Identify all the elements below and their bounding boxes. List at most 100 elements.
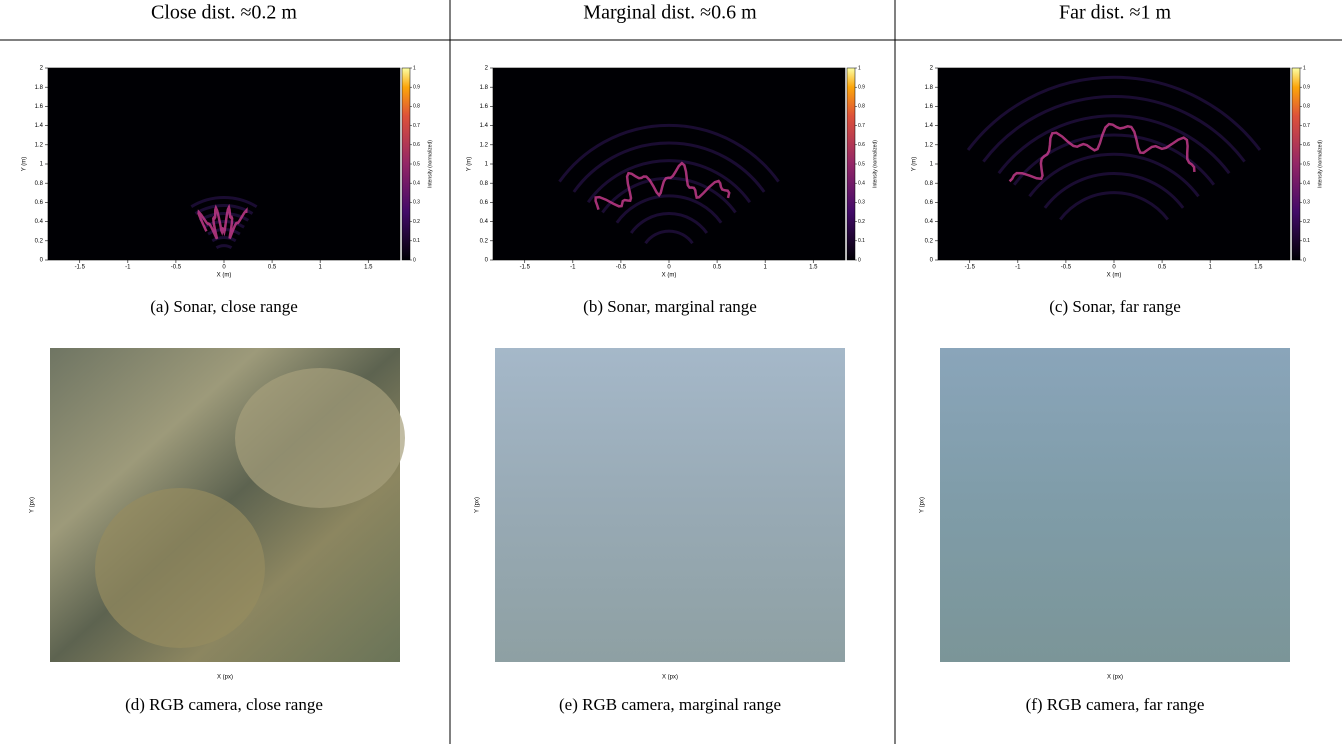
camera-x-label: X (px) [217, 675, 233, 681]
x-tick-label: 0 [667, 265, 671, 271]
y-axis-label: Y (m) [912, 157, 918, 172]
colorbar-label: Intensity (normalized) [427, 140, 433, 188]
x-tick-label: 1 [764, 265, 768, 271]
echo-arc [615, 194, 723, 224]
colorbar-tick-label: 0.4 [858, 181, 865, 187]
y-tick-label: 1 [40, 162, 44, 168]
colorbar-tick-label: 0.1 [1303, 238, 1310, 244]
y-tick-label: 1 [930, 162, 934, 168]
y-tick-label: 0.8 [35, 181, 44, 187]
colorbar-tick-label: 0.3 [858, 200, 865, 206]
echo-arc [997, 114, 1231, 175]
caption: (b) Sonar, marginal range [583, 297, 757, 316]
camera-x-label: X (px) [662, 675, 678, 681]
sonar-image [938, 68, 1290, 260]
colorbar-tick-label: 0.8 [858, 104, 865, 110]
camera-y-label: Y (px) [30, 497, 36, 513]
y-tick-label: 1.8 [925, 85, 934, 91]
echo-arc [215, 244, 233, 250]
caption: (a) Sonar, close range [150, 297, 298, 316]
colorbar-tick-label: 0.6 [413, 142, 420, 148]
echo-arc [1059, 191, 1169, 221]
echo-arc [982, 95, 1246, 163]
x-tick-label: -0.5 [1061, 265, 1072, 271]
colorbar-tick-label: 0.9 [1303, 85, 1310, 91]
x-axis-label: X (m) [662, 273, 677, 279]
x-axis-label: X (m) [217, 273, 232, 279]
y-tick-label: 0.2 [480, 238, 489, 244]
sonar-echoes [966, 75, 1262, 221]
y-tick-label: 0.4 [480, 219, 489, 225]
colorbar-tick-label: 0.4 [413, 181, 420, 187]
y-tick-label: 1.2 [35, 142, 44, 148]
x-tick-label: 1.5 [809, 265, 818, 271]
camera-x-label: X (px) [1107, 675, 1123, 681]
colorbar-tick-label: 0.9 [858, 85, 865, 91]
colorbar-label: Intensity (normalized) [1317, 140, 1323, 188]
echo-arc [211, 236, 237, 243]
colorbar-tick-label: 0.1 [858, 238, 865, 244]
echo-arc [644, 229, 694, 245]
camera-image [940, 348, 1290, 662]
echo-arc [558, 123, 780, 183]
y-axis-label: Y (m) [467, 157, 473, 172]
x-tick-label: 0 [222, 265, 226, 271]
y-tick-label: 0.8 [925, 181, 934, 187]
y-tick-label: 2 [930, 66, 934, 72]
rock [95, 488, 265, 648]
y-tick-label: 0.6 [35, 200, 44, 206]
echo-arc [966, 75, 1262, 151]
x-tick-label: -0.5 [171, 265, 182, 271]
colorbar-tick-label: 0.9 [413, 85, 420, 91]
sonar-image [493, 68, 845, 260]
colorbar-tick-label: 0.5 [1303, 161, 1310, 167]
column-title: Close dist. ≈0.2 m [151, 2, 297, 24]
camera-image [495, 348, 845, 662]
x-tick-label: 0.5 [268, 265, 277, 271]
y-tick-label: 1.6 [925, 104, 934, 110]
echo-arc [190, 196, 258, 208]
caption: (e) RGB camera, marginal range [558, 695, 781, 714]
colorbar-tick-label: 0.7 [413, 123, 420, 129]
y-tick-label: 1.6 [480, 104, 489, 110]
echo-ridge [594, 161, 731, 210]
colorbar-tick-label: 0.2 [858, 219, 865, 225]
y-tick-label: 0.8 [480, 181, 489, 187]
sonar-echoes [190, 196, 258, 250]
colorbar-tick-label: 0.5 [858, 161, 865, 167]
colorbar [401, 67, 411, 261]
y-tick-label: 1.6 [35, 104, 44, 110]
x-tick-label: 0.5 [1158, 265, 1167, 271]
echo-ridge [197, 203, 248, 240]
y-tick-label: 0.6 [480, 200, 489, 206]
x-tick-label: 0.5 [713, 265, 722, 271]
y-tick-label: 0 [485, 258, 489, 264]
colorbar-tick-label: 0.6 [1303, 142, 1310, 148]
colorbar-tick-label: 0.3 [1303, 200, 1310, 206]
y-axis-label: Y (m) [22, 157, 28, 172]
colorbar-tick-label: 0.8 [413, 104, 420, 110]
x-tick-label: -1.5 [75, 265, 86, 271]
y-tick-label: 1.4 [925, 123, 934, 129]
colorbar-tick-label: 1 [413, 65, 416, 71]
y-tick-label: 1.4 [480, 123, 489, 129]
y-tick-label: 2 [40, 66, 44, 72]
caption: (f) RGB camera, far range [1025, 695, 1205, 714]
colorbar-tick-label: 1 [1303, 65, 1306, 71]
y-tick-label: 1.8 [35, 85, 44, 91]
y-tick-label: 1 [485, 162, 489, 168]
sonar-echoes [558, 123, 780, 245]
colorbar-tick-label: 0 [413, 257, 416, 263]
colorbar-tick-label: 0.5 [413, 161, 420, 167]
x-tick-label: -1 [1015, 265, 1021, 271]
y-tick-label: 0.2 [35, 238, 44, 244]
x-tick-label: 1.5 [364, 265, 373, 271]
echo-arc [1012, 133, 1216, 186]
echo-arc [203, 220, 245, 229]
x-tick-label: -0.5 [616, 265, 627, 271]
column-title: Marginal dist. ≈0.6 m [583, 2, 757, 24]
caption: (c) Sonar, far range [1049, 297, 1181, 316]
echo-arc [1028, 152, 1200, 198]
